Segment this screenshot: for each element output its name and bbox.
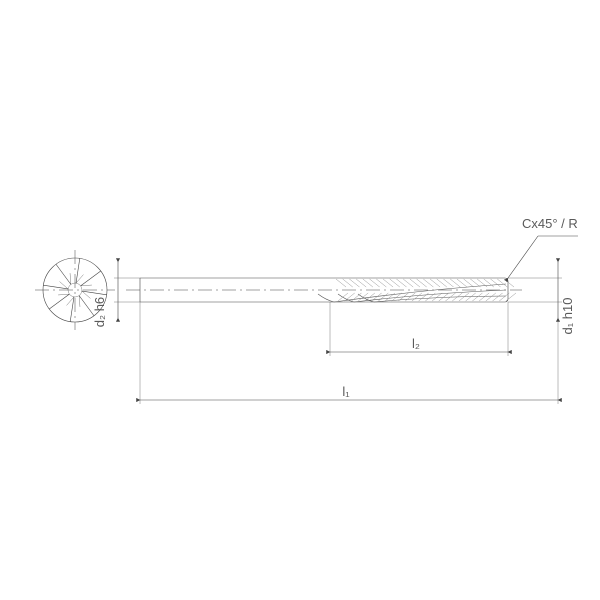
technical-drawing: d₂ h6 d₁ h10 l₂ l₁ Cx45° / R — [0, 0, 600, 600]
label-chamfer: Cx45° / R — [522, 216, 578, 231]
label-d1h10: d₁ h10 — [560, 298, 575, 335]
leader-chamfer — [508, 236, 538, 278]
flute-edge — [374, 296, 506, 302]
dimensions: d₂ h6 d₁ h10 l₂ l₁ Cx45° / R — [92, 216, 578, 404]
label-l2: l₂ — [412, 336, 420, 351]
tool-side-view — [126, 278, 522, 302]
label-d2h6: d₂ h6 — [92, 297, 107, 327]
label-l1: l₁ — [342, 384, 350, 399]
